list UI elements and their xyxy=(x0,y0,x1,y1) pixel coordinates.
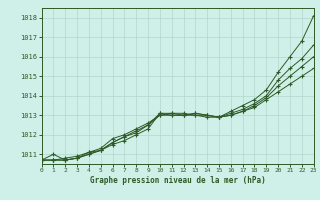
X-axis label: Graphe pression niveau de la mer (hPa): Graphe pression niveau de la mer (hPa) xyxy=(90,176,266,185)
